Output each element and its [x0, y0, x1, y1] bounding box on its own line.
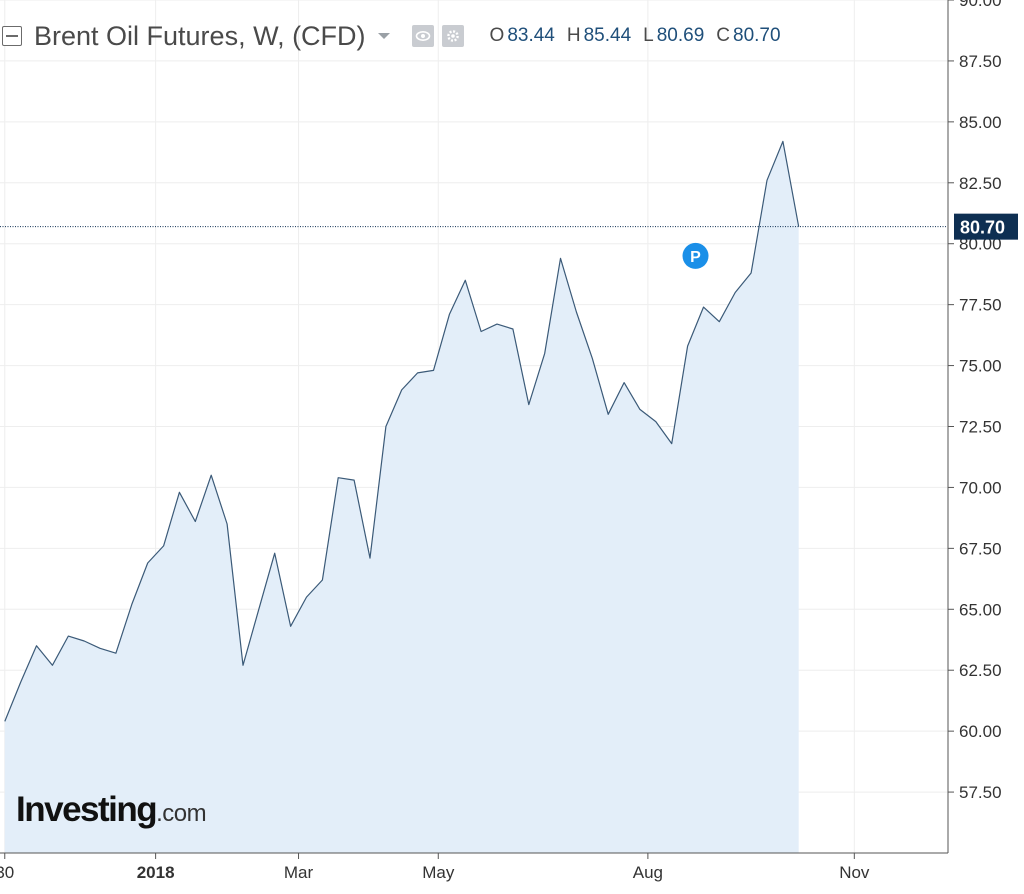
- y-tick-label: 90.00: [959, 0, 1002, 10]
- x-tick-label: 30: [0, 863, 14, 882]
- y-tick-label: 82.50: [959, 174, 1002, 193]
- event-marker[interactable]: [682, 242, 709, 269]
- y-tick-label: 57.50: [959, 783, 1002, 802]
- chart-title: Brent Oil Futures, W, (CFD): [34, 20, 366, 51]
- y-tick-label: 87.50: [959, 52, 1002, 71]
- collapse-icon[interactable]: [2, 26, 22, 46]
- gear-icon[interactable]: [441, 25, 464, 47]
- eye-icon-glyph: [415, 31, 430, 41]
- logo-brand: Investing: [16, 790, 158, 829]
- last-price-label: 80.70: [960, 218, 1005, 238]
- y-tick-label: 62.50: [959, 661, 1002, 680]
- y-tick-label: 70.00: [959, 478, 1002, 497]
- y-tick-label: 77.50: [959, 296, 1002, 315]
- logo-suffix: .com: [156, 800, 207, 827]
- x-tick-label: Mar: [284, 863, 314, 882]
- last-price-badge: [954, 213, 1018, 240]
- x-tick-label: Aug: [633, 863, 663, 882]
- x-tick-label: Nov: [839, 863, 870, 882]
- marker-layer: 80.70 P: [682, 213, 1018, 269]
- ohlc-close: C 80.70: [716, 25, 781, 46]
- gear-icon-glyph: [446, 30, 459, 42]
- price-line: [4, 140, 800, 722]
- y-tick-label: 67.50: [959, 539, 1002, 558]
- y-tick-label: 60.00: [959, 722, 1002, 741]
- x-tick-label: 2018: [137, 863, 175, 882]
- ohlc-readout: O 83.44 H 85.44 L 80.69 C 80.70: [490, 25, 781, 47]
- event-marker-label: P: [690, 249, 701, 266]
- chart-header: Brent Oil Futures, W, (CFD) O 83.44 H 85.4…: [2, 18, 781, 54]
- investing-logo: Investing .com: [16, 790, 207, 830]
- price-area: [4, 141, 799, 853]
- ohlc-low: L 80.69: [643, 25, 705, 46]
- y-tick-label: 65.00: [959, 600, 1002, 619]
- y-tick-label: 85.00: [959, 113, 1002, 132]
- y-tick-label: 75.00: [959, 357, 1002, 376]
- ohlc-high: H 85.44: [566, 25, 632, 46]
- axis-layer: 57.50 60.00 62.50 65.00 67.50 70.00 72.50 75.00…: [0, 0, 1002, 882]
- y-tick-label: 72.50: [959, 418, 1002, 437]
- chevron-down-icon[interactable]: [377, 33, 390, 39]
- x-tick-label: May: [422, 863, 455, 882]
- ohlc-open: O 83.44: [489, 25, 555, 46]
- eye-icon[interactable]: [411, 25, 434, 47]
